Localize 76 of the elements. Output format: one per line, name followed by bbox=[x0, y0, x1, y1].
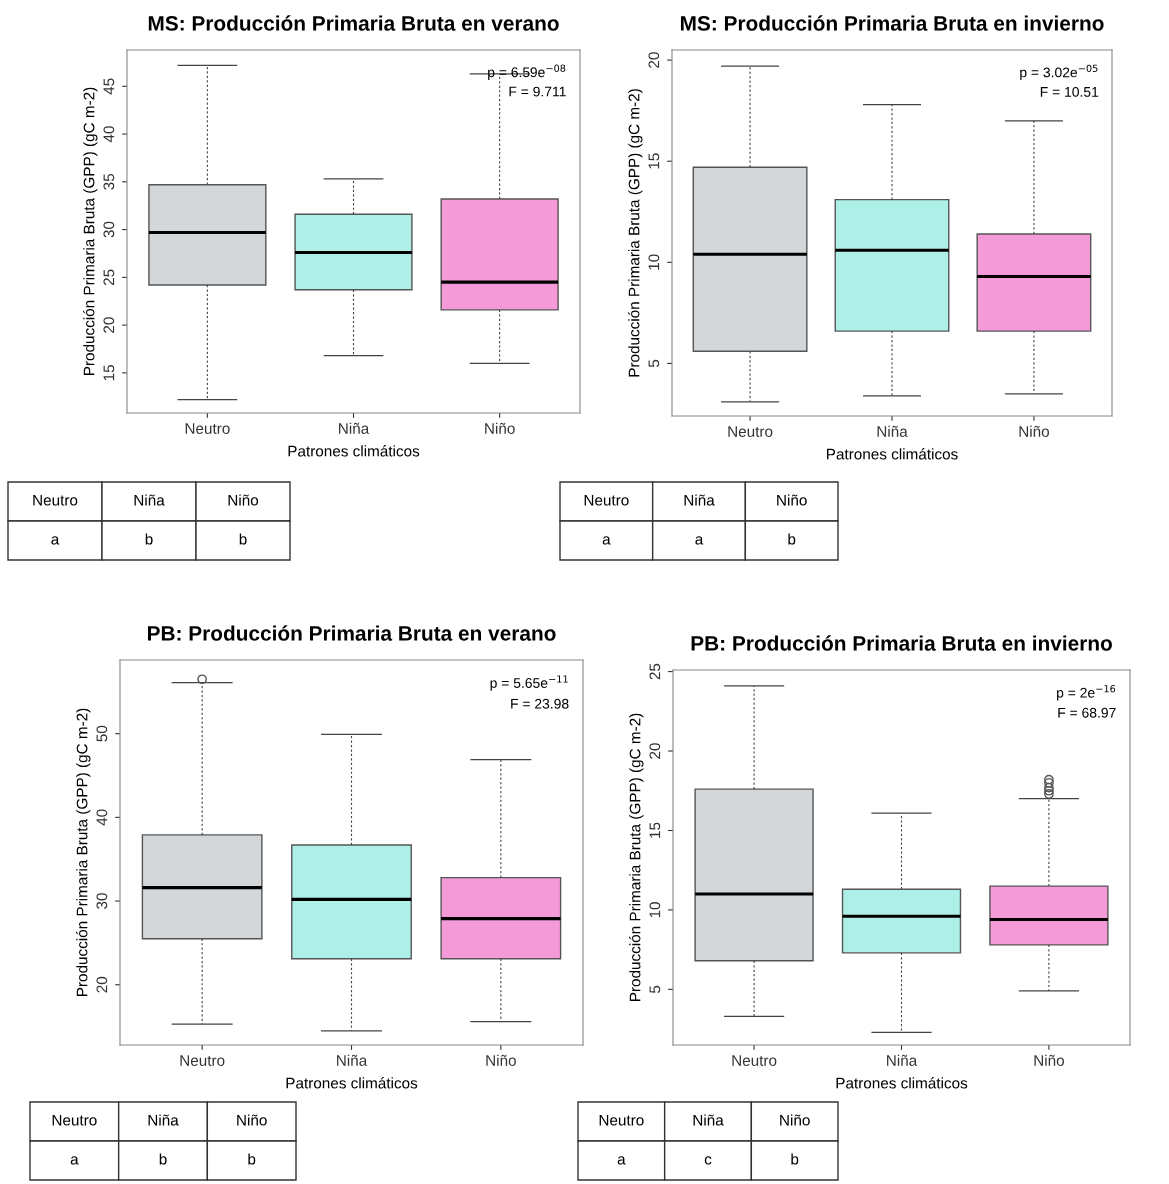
text: b bbox=[791, 1153, 799, 1165]
x-tick-label: Neutro bbox=[728, 426, 773, 437]
y-tick-label: 40 bbox=[96, 809, 108, 826]
category-label: Niña bbox=[693, 1114, 724, 1126]
y-tick-label: 20 bbox=[103, 317, 115, 333]
category-label: Niño bbox=[228, 494, 259, 506]
category-label: Neutro bbox=[52, 1114, 97, 1126]
text: b bbox=[788, 533, 796, 545]
category-label: Neutro bbox=[584, 494, 629, 506]
y-tick-label: 50 bbox=[96, 725, 108, 742]
chart-title: MS: Producción Primaria Bruta en invierno bbox=[680, 15, 1104, 31]
annotation: p = 5.65e$^{−11}$ bbox=[490, 675, 568, 691]
y-tick-label: 10 bbox=[649, 902, 661, 918]
text: b bbox=[239, 533, 247, 545]
y-tick-label: 15 bbox=[103, 365, 115, 381]
annotation: F = 68.97 bbox=[1058, 707, 1116, 718]
y-tick-label: 20 bbox=[649, 743, 661, 759]
x-tick-label: Niña bbox=[877, 425, 908, 437]
annotation: F = 9.711 bbox=[509, 86, 566, 97]
y-axis-title: Producción Primaria Bruta (GPP) (gC m-2) bbox=[628, 89, 643, 377]
y-tick-label: 40 bbox=[103, 126, 115, 143]
text: a bbox=[51, 536, 60, 545]
y-tick-label: 5 bbox=[648, 359, 660, 368]
text: b bbox=[145, 533, 153, 545]
x-tick-label: Niño bbox=[485, 422, 515, 434]
x-tick-label: Niña bbox=[339, 422, 370, 434]
y-tick-label: 15 bbox=[649, 822, 661, 838]
category-label: Niño bbox=[777, 494, 807, 506]
y-axis-title: Producción Primaria Bruta (GPP) (gC m-2) bbox=[83, 87, 98, 375]
x-axis-title: Patrones climáticos bbox=[286, 1077, 418, 1089]
annotation: p = 2e$^{−16}$ bbox=[1057, 685, 1116, 701]
chart-title: PB: Producción Primaria Bruta en invierno bbox=[691, 635, 1112, 651]
y-tick-label: 20 bbox=[96, 976, 108, 993]
y-tick-label: 30 bbox=[96, 893, 108, 909]
text: a bbox=[70, 1156, 79, 1165]
x-tick-label: Niña bbox=[337, 1054, 368, 1066]
x-tick-label: Neutro bbox=[180, 1055, 225, 1066]
category-label: Niño bbox=[237, 1114, 267, 1126]
category-label: Neutro bbox=[33, 494, 78, 506]
y-tick-label: 5 bbox=[649, 985, 661, 994]
annotation: p = 6.59e$^{−08}$ bbox=[488, 64, 566, 80]
y-tick-label: 35 bbox=[103, 173, 115, 190]
x-axis-title: Patrones climáticos bbox=[827, 448, 958, 460]
category-label: Niño bbox=[780, 1114, 810, 1126]
text: a bbox=[617, 1156, 626, 1165]
x-axis-title: Patrones climáticos bbox=[288, 445, 420, 457]
x-tick-label: Niño bbox=[1019, 425, 1050, 437]
category-label: Neutro bbox=[599, 1114, 644, 1126]
annotation: F = 23.98 bbox=[511, 698, 569, 709]
y-tick-label: 10 bbox=[648, 254, 660, 270]
chart-title: PB: Producción Primaria Bruta en verano bbox=[147, 625, 556, 641]
y-tick-label: 15 bbox=[648, 153, 660, 169]
annotation: p = 3.02e$^{−05}$ bbox=[1020, 64, 1098, 81]
y-tick-label: 30 bbox=[103, 221, 115, 238]
text: b bbox=[248, 1153, 256, 1165]
annotation: F = 10.51 bbox=[1040, 86, 1099, 97]
x-tick-label: Niño bbox=[1034, 1054, 1064, 1066]
category-label: Niña bbox=[134, 494, 165, 506]
text: b bbox=[159, 1153, 167, 1165]
y-tick-label: 20 bbox=[648, 52, 660, 68]
text: a bbox=[695, 536, 704, 545]
x-tick-label: Neutro bbox=[185, 423, 230, 434]
x-tick-label: Niño bbox=[486, 1054, 516, 1066]
x-axis-title: Patrones climáticos bbox=[836, 1077, 968, 1089]
chart-title: MS: Producción Primaria Bruta en verano bbox=[148, 15, 559, 31]
y-tick-label: 25 bbox=[103, 269, 115, 286]
text: c bbox=[704, 1156, 712, 1165]
y-tick-label: 25 bbox=[649, 663, 661, 680]
y-axis-title: Producción Primaria Bruta (GPP) (gC m-2) bbox=[76, 708, 91, 996]
category-label: Niña bbox=[684, 494, 715, 506]
y-axis-title: Producción Primaria Bruta (GPP) (gC m-2) bbox=[629, 713, 644, 1001]
category-label: Niña bbox=[148, 1114, 179, 1126]
y-tick-label: 45 bbox=[103, 78, 115, 95]
x-tick-label: Niña bbox=[887, 1054, 918, 1066]
text: a bbox=[602, 536, 611, 545]
x-tick-label: Neutro bbox=[732, 1055, 777, 1066]
